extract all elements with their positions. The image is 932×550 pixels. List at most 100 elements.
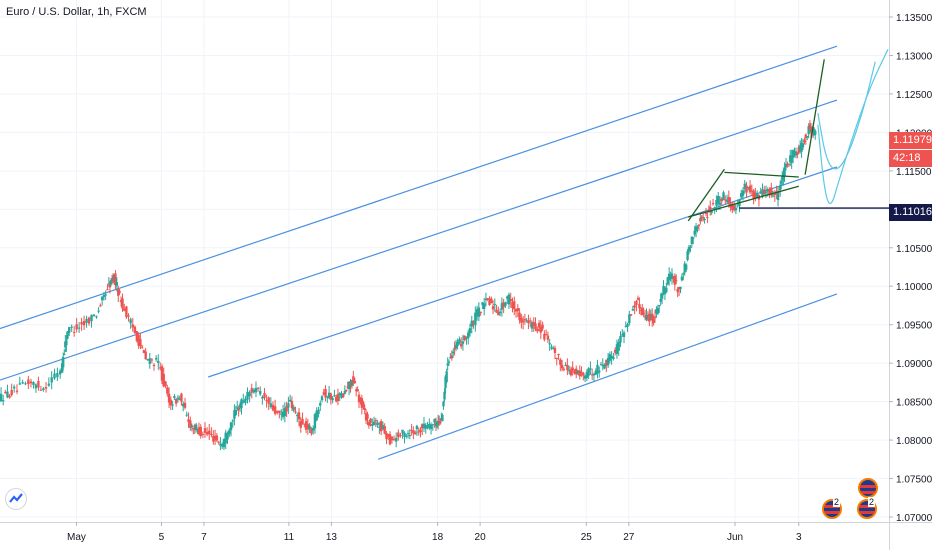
candle-body bbox=[219, 443, 222, 446]
candle-body bbox=[629, 314, 633, 316]
candle-body bbox=[329, 393, 333, 400]
candle-body bbox=[359, 398, 362, 400]
candle-body bbox=[271, 404, 275, 411]
candle-body bbox=[388, 434, 392, 445]
candle-body bbox=[228, 430, 231, 435]
candle-body bbox=[493, 304, 496, 306]
candle-body bbox=[689, 246, 692, 249]
candle-body bbox=[133, 326, 137, 334]
candle-body bbox=[433, 418, 436, 423]
candle-body bbox=[378, 426, 381, 428]
candle-body bbox=[459, 343, 463, 347]
candle-body bbox=[205, 431, 209, 435]
wedge-line bbox=[688, 185, 799, 218]
candle-body bbox=[290, 401, 294, 409]
candle-body bbox=[340, 392, 343, 398]
candle-body bbox=[203, 428, 207, 433]
candle-body bbox=[783, 167, 786, 177]
candle-body bbox=[148, 358, 151, 364]
candle-body bbox=[601, 365, 604, 367]
tradingview-logo-icon[interactable] bbox=[5, 488, 27, 510]
candle-body bbox=[334, 396, 338, 402]
candle-body bbox=[336, 394, 340, 402]
candle-body bbox=[240, 399, 243, 409]
candle-body bbox=[32, 382, 35, 385]
candle-body bbox=[44, 387, 48, 389]
candle-body bbox=[564, 364, 567, 367]
candle-body bbox=[125, 306, 128, 318]
candle-body bbox=[784, 163, 788, 168]
candle-body bbox=[787, 163, 791, 165]
last-price-tag: 1.11979 bbox=[889, 132, 932, 149]
candle-body bbox=[635, 301, 638, 305]
candle-body bbox=[424, 424, 427, 429]
candle-body bbox=[213, 435, 217, 440]
candle-body bbox=[123, 308, 126, 311]
candle-body bbox=[704, 213, 708, 215]
x-tick-label: Jun bbox=[727, 532, 743, 543]
candle-body bbox=[114, 273, 117, 285]
candle-body bbox=[292, 407, 295, 411]
candle-body bbox=[426, 426, 429, 428]
candle-body bbox=[796, 152, 799, 155]
candle-body bbox=[273, 406, 277, 414]
candle-body bbox=[21, 382, 24, 384]
candle-body bbox=[534, 323, 537, 330]
candle-body bbox=[66, 331, 69, 339]
candle-body bbox=[47, 383, 51, 386]
candle-body bbox=[764, 192, 768, 194]
candle-body bbox=[390, 436, 394, 441]
candle-body bbox=[659, 298, 662, 302]
candle-body bbox=[327, 392, 331, 398]
candle-body bbox=[140, 346, 144, 348]
candle-body bbox=[280, 413, 283, 415]
candle-body bbox=[397, 432, 400, 438]
candle-body bbox=[353, 380, 356, 384]
candle-body bbox=[166, 387, 169, 394]
candle-body bbox=[770, 187, 773, 196]
candle-body bbox=[700, 216, 703, 218]
candle-body bbox=[794, 151, 798, 156]
candle-body bbox=[516, 307, 520, 312]
candle-body bbox=[276, 411, 279, 413]
candle-body bbox=[410, 430, 413, 432]
candle-body bbox=[619, 335, 622, 343]
candle-body bbox=[259, 390, 262, 395]
candle-body bbox=[626, 324, 629, 327]
candle-body bbox=[10, 389, 13, 396]
candle-body bbox=[154, 358, 158, 360]
candle-body bbox=[470, 320, 473, 327]
candle-body bbox=[164, 381, 167, 386]
candle-body bbox=[102, 294, 106, 297]
candle-body bbox=[306, 424, 310, 429]
candle-body bbox=[541, 324, 544, 329]
candle-body bbox=[310, 428, 313, 434]
candle-body bbox=[338, 393, 341, 395]
candle-body bbox=[776, 191, 780, 201]
candle-body bbox=[505, 296, 509, 299]
candle-body bbox=[766, 189, 769, 192]
y-tick-label: 1.09500 bbox=[896, 321, 932, 332]
us-flag-event-icon[interactable] bbox=[858, 478, 878, 498]
candle-body bbox=[366, 414, 369, 419]
candle-body bbox=[63, 353, 66, 355]
candle-body bbox=[82, 320, 86, 326]
y-tick-label: 1.10500 bbox=[896, 244, 932, 255]
candle-body bbox=[621, 334, 624, 336]
channel-line bbox=[377, 293, 838, 460]
y-tick-label: 1.08000 bbox=[896, 436, 932, 447]
candle-body bbox=[417, 431, 420, 433]
candle-body bbox=[226, 434, 229, 440]
candle-body bbox=[233, 410, 236, 419]
candle-body bbox=[490, 298, 493, 303]
candle-body bbox=[117, 289, 120, 296]
candle-body bbox=[552, 347, 555, 349]
candle-body bbox=[65, 340, 68, 346]
candle-body bbox=[403, 432, 406, 437]
y-tick-label: 1.12500 bbox=[896, 90, 932, 101]
candle-body bbox=[571, 367, 574, 371]
candle-body bbox=[1, 400, 5, 402]
candle-body bbox=[747, 187, 750, 189]
